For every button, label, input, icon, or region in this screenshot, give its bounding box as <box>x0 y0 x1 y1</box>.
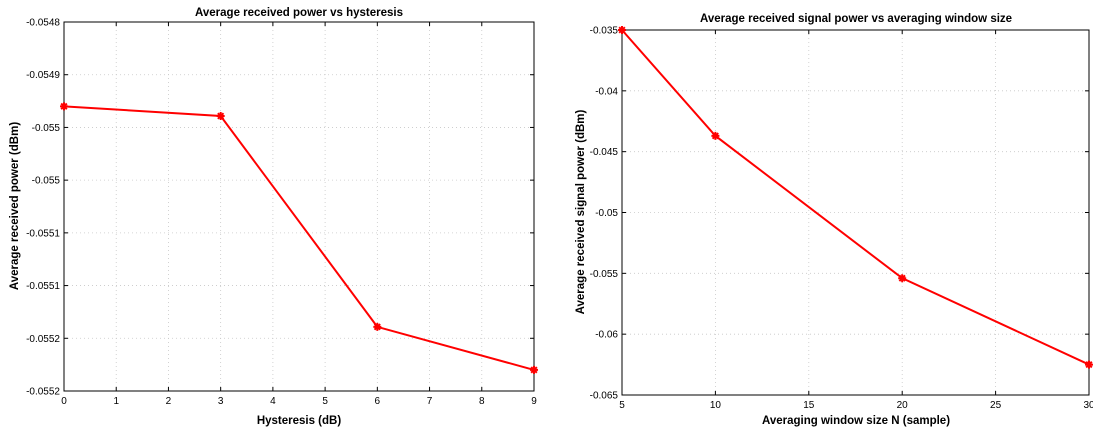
plot-area <box>621 29 1090 396</box>
x-tick-label: 3 <box>218 396 224 407</box>
x-tick-label: 5 <box>322 396 328 407</box>
x-tick-label: 6 <box>375 396 381 407</box>
series-line <box>63 105 535 371</box>
x-tick-label: 1 <box>113 396 119 407</box>
y-tick-label: -0.05 <box>595 208 618 219</box>
data-point-marker <box>1085 360 1093 369</box>
series-layer <box>618 26 1093 369</box>
x-tick-label: 9 <box>531 396 537 407</box>
y-axis-label: Average received signal power (dBm) <box>575 109 587 314</box>
y-tick-label: -0.055 <box>32 123 61 134</box>
y-tick-label: -0.0551 <box>26 228 60 239</box>
x-tick-label: 10 <box>710 400 722 411</box>
x-tick-label: 7 <box>427 396 433 407</box>
x-tick-label: 15 <box>803 400 815 411</box>
y-axis-label: Average received power (dBm) <box>9 122 21 290</box>
axis-ticks: 0 1 2 3 4 5 6 7 8 9 -0.0552 -0.0552 -0.0551 -0.0551 -0… <box>26 18 537 408</box>
x-tick-label: 4 <box>270 396 276 407</box>
data-point-marker <box>530 365 538 374</box>
y-tick-label: -0.0551 <box>26 281 60 292</box>
chart-title: Average received signal power vs averagi… <box>700 13 1012 25</box>
data-point-marker <box>618 26 626 34</box>
y-tick-label: -0.0552 <box>26 334 60 345</box>
x-axis-label: Hysteresis (dB) <box>257 415 342 427</box>
grid-lines <box>64 22 534 391</box>
data-point-marker <box>216 112 225 121</box>
plot-area <box>63 21 535 392</box>
x-tick-label: 5 <box>619 400 625 411</box>
y-tick-label: -0.0549 <box>26 70 60 81</box>
y-tick-label: -0.035 <box>590 26 619 37</box>
series-layer <box>60 102 538 374</box>
y-tick-label: -0.0548 <box>26 18 60 29</box>
x-tick-label: 8 <box>479 396 485 407</box>
x-tick-label: 2 <box>166 396 172 407</box>
y-tick-label: -0.055 <box>590 269 619 280</box>
axis-ticks: 5 10 15 20 25 30 -0.065 -0.06 -0.055 -0.05 -0.045 -… <box>590 26 1093 412</box>
chart-title: Average received power vs hysteresis <box>195 7 403 19</box>
y-tick-label: -0.065 <box>590 391 619 402</box>
data-point-marker <box>60 102 68 111</box>
y-tick-label: -0.055 <box>32 176 61 187</box>
data-point-marker <box>711 131 720 140</box>
y-tick-label: -0.04 <box>595 86 618 97</box>
x-tick-label: 25 <box>990 400 1002 411</box>
y-tick-label: -0.0552 <box>26 387 60 398</box>
x-tick-label: 0 <box>61 396 67 407</box>
chart-window-size: Average received signal power vs averagi… <box>575 13 1093 427</box>
chart-hysteresis: Average received power vs hysteresis 0 1 2… <box>9 7 538 427</box>
y-tick-label: -0.06 <box>595 330 618 341</box>
data-point-marker <box>373 322 382 331</box>
x-axis-label: Averaging window size N (sample) <box>762 415 950 427</box>
x-tick-label: 20 <box>897 400 909 411</box>
y-tick-label: -0.045 <box>590 147 619 158</box>
series-line <box>621 29 1090 366</box>
grid-lines <box>622 30 1089 395</box>
x-tick-label: 30 <box>1083 400 1093 411</box>
data-point-marker <box>898 274 907 283</box>
